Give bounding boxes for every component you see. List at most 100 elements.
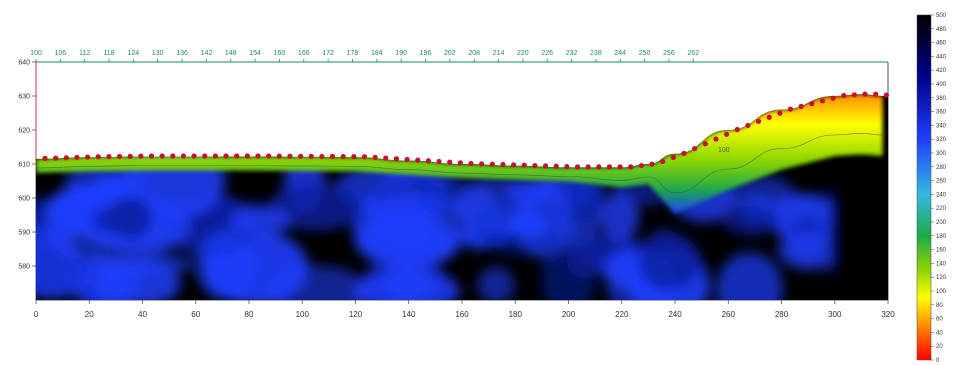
surface-point [298,153,304,159]
top-tick-label: 100 [30,50,42,57]
surface-point [510,162,517,168]
top-tick-label: 130 [152,50,164,57]
colorbar-ticks: 5004804604404204003803603403203002802602… [931,13,947,364]
surface-point [670,154,676,160]
top-tick-label: 208 [468,50,480,57]
surface-point [585,164,591,170]
top-tick-label: 106 [54,50,66,57]
colorbar-tick-label: 420 [936,68,947,74]
surface-point [564,163,570,170]
colorbar-tick-label: 200 [936,220,947,226]
colorbar-tick-label: 140 [936,261,947,267]
surface-point [862,91,868,97]
surface-point [383,155,389,161]
surface-point [500,161,506,168]
top-tick-label: 262 [687,50,699,57]
top-tick-label: 214 [493,50,505,57]
surface-point [841,92,847,99]
bottom-tick-label: 160 [455,310,469,319]
colorbar-tick-label: 240 [936,192,947,198]
top-tick-label: 190 [395,50,407,57]
colorbar-tick-label: 280 [936,165,947,171]
bottom-tick-label: 180 [509,310,523,319]
bottom-tick-label: 60 [191,310,200,319]
surface-point [393,156,400,162]
resistivity-anomaly [716,252,783,300]
surface-point [276,153,282,159]
top-tick-label: 220 [517,50,529,57]
left-tick-label: 640 [18,60,30,67]
top-tick-label: 112 [79,50,90,57]
resistivity-anomaly [477,266,515,300]
surface-electrode-points [42,91,889,170]
surface-point [202,153,208,159]
colorbar-tick-label: 80 [936,303,943,309]
surface-point [798,103,804,109]
resistivity-anomaly [196,229,257,300]
surface-point [191,153,197,159]
surface-point [457,160,463,166]
bottom-tick-label: 200 [562,310,576,319]
surface-point [223,153,229,159]
resistivity-anomaly [362,191,462,227]
surface-point [617,164,623,170]
bottom-tick-label: 300 [828,310,842,319]
surface-point [883,92,889,98]
surface-point [340,153,346,160]
bottom-tick-label: 280 [775,310,789,319]
resistivity-anomaly [514,186,575,260]
left-tick-label: 610 [18,162,30,169]
resistivity-anomaly [89,252,194,275]
surface-point [447,159,453,165]
top-tick-label: 184 [371,50,383,57]
surface-point [319,153,325,160]
colorbar-tick-label: 300 [936,151,947,157]
bottom-tick-label: 120 [349,310,363,319]
top-tick-label: 148 [225,50,237,57]
surface-point [415,157,421,163]
resistivity-anomaly [268,182,364,231]
surface-point [308,153,314,159]
top-tick-label: 226 [541,50,553,57]
surface-point [180,153,187,159]
resistivity-anomaly [36,240,89,300]
surface-point [436,158,442,165]
surface-point [489,161,495,167]
surface-point [724,131,730,137]
bottom-tick-label: 220 [615,310,629,319]
surface-point [830,95,836,101]
top-tick-label: 202 [444,50,456,57]
surface-point [596,164,602,170]
surface-point [777,110,783,116]
resistivity-anomaly [354,210,462,269]
surface-point [713,136,719,142]
colorbar-tick-label: 320 [936,137,947,143]
surface-point [170,153,176,159]
resistivity-anomaly [108,196,153,240]
colorbar-tick-label: 500 [936,13,947,19]
top-tick-label: 238 [590,50,602,57]
surface-point [287,153,293,159]
surface-point [53,155,59,161]
bottom-tick-label: 140 [402,310,416,319]
colorbar: 5004804604404204003803603403203002802602… [916,13,947,364]
bottom-axis-ticks: 0 20 40 60 80 100 120 140 160 180 200 220 240 260 280 3… [34,300,895,319]
top-tick-label: 250 [639,50,651,57]
resistivity-anomaly [600,192,640,241]
surface-point [638,162,645,169]
surface-point [755,118,762,124]
surface-point [468,160,474,167]
surface-point [95,154,101,160]
surface-point [351,154,357,160]
resistivity-anomaly [230,206,292,236]
surface-point [553,163,559,169]
colorbar-tick-label: 440 [936,54,947,60]
contour-line [35,132,883,194]
surface-point [542,163,549,169]
bottom-tick-label: 100 [296,310,310,319]
surface-point [681,150,687,156]
colorbar-tick-label: 60 [936,317,943,323]
surface-point [244,153,250,159]
surface-point [479,161,485,167]
surface-point [787,106,794,112]
